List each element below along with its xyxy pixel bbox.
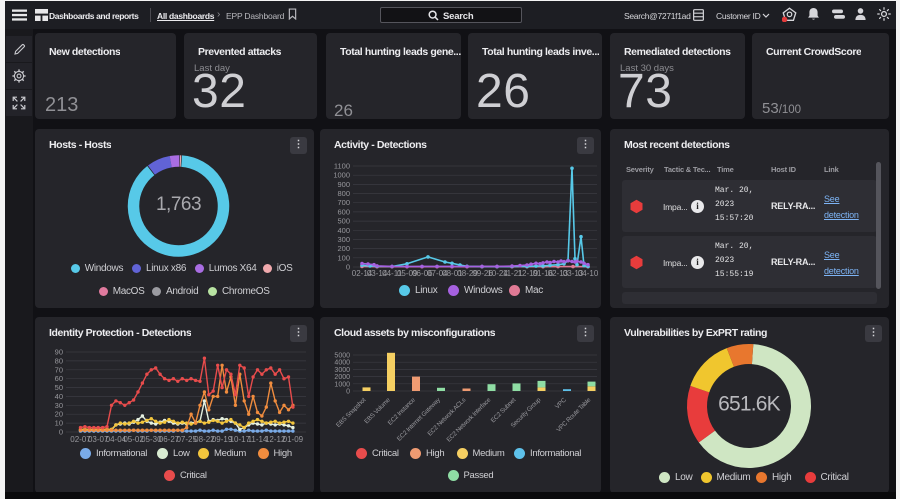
svg-text:04-04: 04-04 [106,435,127,444]
svg-text:VPC: VPC [554,396,568,410]
svg-text:1100: 1100 [334,162,350,171]
svg-text:01-16: 01-16 [533,269,554,278]
svg-text:600: 600 [337,207,350,216]
svg-text:02-07: 02-07 [70,435,91,444]
svg-text:03-13: 03-13 [563,269,584,278]
svg-text:07-04: 07-04 [427,269,448,278]
svg-text:50: 50 [55,383,63,392]
svg-text:40: 40 [55,392,63,401]
svg-text:05-02: 05-02 [123,435,144,444]
svg-text:100: 100 [337,253,350,262]
svg-text:09-19: 09-19 [212,435,233,444]
svg-text:1000: 1000 [333,171,350,180]
svg-text:70: 70 [55,365,63,374]
svg-text:EC2 Network Interface: EC2 Network Interface [445,396,492,443]
svg-text:12-19: 12-19 [518,269,539,278]
svg-text:06-27: 06-27 [159,435,180,444]
svg-text:1000: 1000 [334,381,350,388]
svg-text:651.6K: 651.6K [718,393,781,416]
svg-text:1,763: 1,763 [156,194,201,215]
svg-text:900: 900 [337,180,350,189]
svg-text:08-29: 08-29 [457,269,478,278]
svg-text:2000: 2000 [334,374,350,381]
svg-text:06-06: 06-06 [412,269,433,278]
svg-text:02-13: 02-13 [548,269,569,278]
svg-text:08-22: 08-22 [194,435,215,444]
svg-text:30: 30 [55,401,63,410]
svg-text:0: 0 [346,389,350,396]
svg-text:700: 700 [337,198,350,207]
svg-text:5000: 5000 [334,353,350,360]
svg-text:EBS Snapshot: EBS Snapshot [335,396,368,429]
svg-text:20: 20 [55,410,63,419]
svg-text:04-10: 04-10 [578,269,599,278]
svg-text:01-09: 01-09 [283,435,304,444]
svg-text:03-07: 03-07 [88,435,109,444]
svg-text:400: 400 [337,226,350,235]
svg-text:3000: 3000 [334,367,350,374]
svg-text:11-21: 11-21 [503,269,523,278]
svg-text:90: 90 [55,348,63,357]
svg-text:10-24: 10-24 [487,269,508,278]
svg-text:4000: 4000 [334,360,350,367]
svg-text:05-30: 05-30 [141,435,162,444]
svg-text:500: 500 [337,217,350,226]
svg-text:EC2 Internet Gateway: EC2 Internet Gateway [396,396,443,443]
svg-text:10-17: 10-17 [230,435,251,444]
svg-text:08-01: 08-01 [442,269,463,278]
svg-text:04-11: 04-11 [382,269,402,278]
svg-text:60: 60 [55,374,63,383]
svg-text:10: 10 [55,419,63,428]
svg-text:300: 300 [337,235,350,244]
svg-text:07-25: 07-25 [176,435,197,444]
svg-text:09-26: 09-26 [472,269,493,278]
svg-text:800: 800 [337,189,350,198]
svg-text:0: 0 [59,428,63,437]
svg-text:02-14: 02-14 [352,269,373,278]
svg-text:12-12: 12-12 [265,435,286,444]
svg-text:03-14: 03-14 [367,269,388,278]
svg-text:05-09: 05-09 [397,269,418,278]
svg-text:200: 200 [337,244,350,253]
svg-text:0: 0 [346,263,350,272]
svg-text:80: 80 [55,356,63,365]
svg-text:11-14: 11-14 [248,435,268,444]
